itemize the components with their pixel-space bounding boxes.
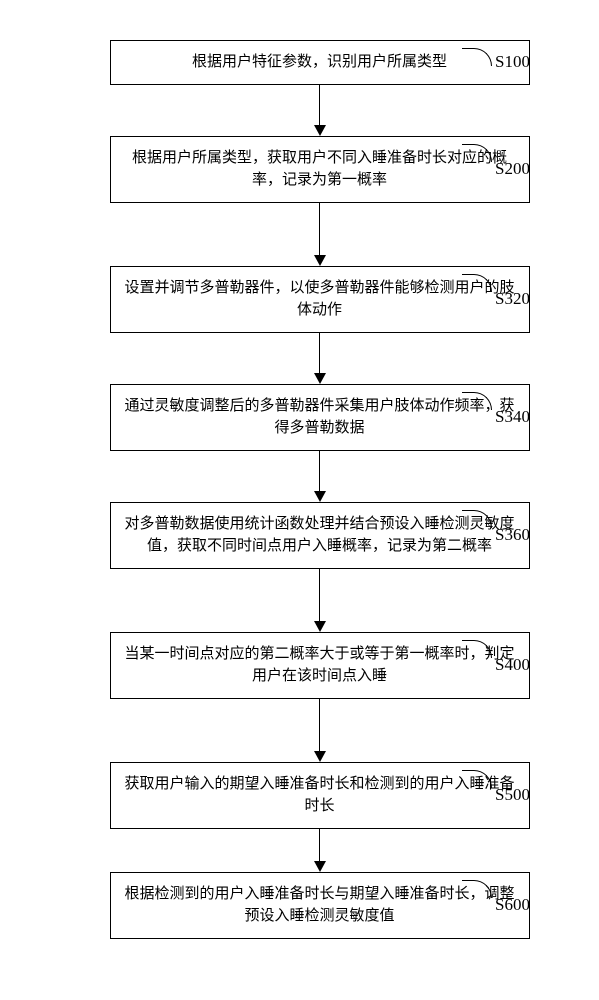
arrow-head-icon xyxy=(314,751,326,762)
arrow-line xyxy=(319,203,321,255)
arrow-line xyxy=(319,699,321,751)
step-s600: 根据检测到的用户入睡准备时长与期望入睡准备时长，调整预设入睡检测灵敏度值 S60… xyxy=(0,872,599,939)
arrow-line xyxy=(319,85,321,125)
step-label: S340 xyxy=(495,407,530,427)
flowchart-container: 根据用户特征参数，识别用户所属类型 S100 根据用户所属类型，获取用户不同入睡… xyxy=(0,40,599,939)
arrow xyxy=(314,569,326,632)
step-label: S360 xyxy=(495,525,530,545)
step-text: 根据用户特征参数，识别用户所属类型 xyxy=(192,51,447,74)
step-label: S100 xyxy=(495,52,530,72)
arrow xyxy=(314,333,326,384)
step-s360: 对多普勒数据使用统计函数处理并结合预设入睡检测灵敏度值，获取不同时间点用户入睡概… xyxy=(0,502,599,569)
step-text: 获取用户输入的期望入睡准备时长和检测到的用户入睡准备时长 xyxy=(119,773,521,818)
arrow-line xyxy=(319,333,321,373)
arrow-line xyxy=(319,451,321,491)
step-s200: 根据用户所属类型，获取用户不同入睡准备时长对应的概率，记录为第一概率 S200 xyxy=(0,136,599,203)
step-text: 通过灵敏度调整后的多普勒器件采集用户肢体动作频率，获得多普勒数据 xyxy=(119,395,521,440)
arrow-head-icon xyxy=(314,125,326,136)
arrow-head-icon xyxy=(314,255,326,266)
arrow xyxy=(314,203,326,266)
arrow xyxy=(314,829,326,872)
step-s320: 设置并调节多普勒器件，以使多普勒器件能够检测用户的肢体动作 S320 xyxy=(0,266,599,333)
step-label: S320 xyxy=(495,289,530,309)
arrow xyxy=(314,451,326,502)
arrow-line xyxy=(319,569,321,621)
step-s340: 通过灵敏度调整后的多普勒器件采集用户肢体动作频率，获得多普勒数据 S340 xyxy=(0,384,599,451)
arrow-head-icon xyxy=(314,491,326,502)
step-label: S200 xyxy=(495,159,530,179)
step-label: S400 xyxy=(495,655,530,675)
arrow-head-icon xyxy=(314,861,326,872)
arrow xyxy=(314,85,326,136)
step-s100: 根据用户特征参数，识别用户所属类型 S100 xyxy=(0,40,599,85)
step-text: 当某一时间点对应的第二概率大于或等于第一概率时，判定用户在该时间点入睡 xyxy=(119,643,521,688)
step-label: S600 xyxy=(495,895,530,915)
arrow-head-icon xyxy=(314,621,326,632)
step-text: 设置并调节多普勒器件，以使多普勒器件能够检测用户的肢体动作 xyxy=(119,277,521,322)
step-label: S500 xyxy=(495,785,530,805)
step-text: 根据检测到的用户入睡准备时长与期望入睡准备时长，调整预设入睡检测灵敏度值 xyxy=(119,883,521,928)
step-text: 根据用户所属类型，获取用户不同入睡准备时长对应的概率，记录为第一概率 xyxy=(119,147,521,192)
arrow-line xyxy=(319,829,321,861)
step-text: 对多普勒数据使用统计函数处理并结合预设入睡检测灵敏度值，获取不同时间点用户入睡概… xyxy=(119,513,521,558)
step-s400: 当某一时间点对应的第二概率大于或等于第一概率时，判定用户在该时间点入睡 S400 xyxy=(0,632,599,699)
arrow-head-icon xyxy=(314,373,326,384)
step-s500: 获取用户输入的期望入睡准备时长和检测到的用户入睡准备时长 S500 xyxy=(0,762,599,829)
arrow xyxy=(314,699,326,762)
